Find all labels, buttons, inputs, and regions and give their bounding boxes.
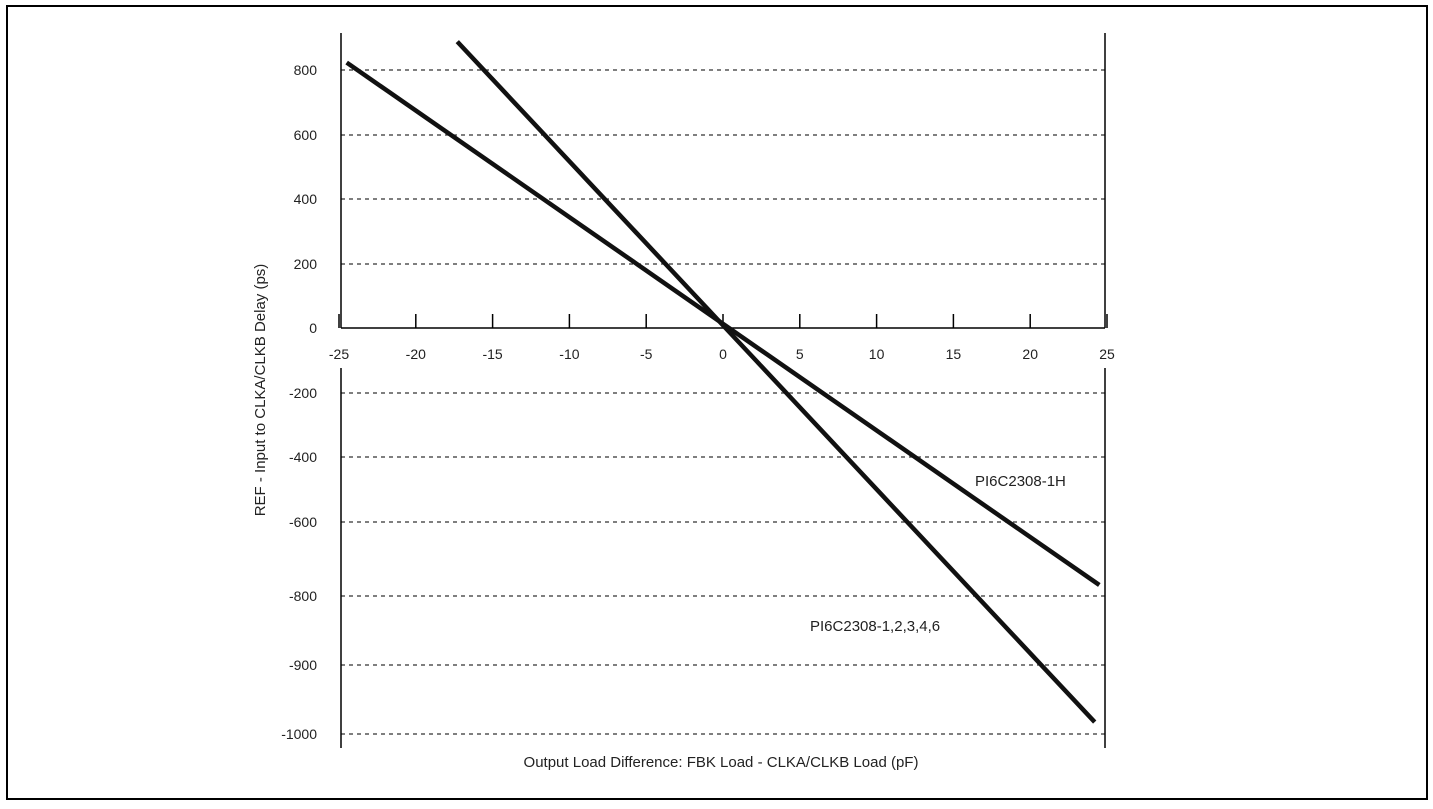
x-tick-label: 25 [1099, 346, 1115, 362]
series-line-2 [455, 40, 1097, 724]
x-tick-label: 5 [796, 346, 804, 362]
y-tick-label: 800 [294, 62, 318, 78]
outer-border [6, 5, 1428, 800]
x-tick-label: 0 [719, 346, 727, 362]
series-label-1: PI6C2308-1H [975, 473, 1066, 490]
x-tick-label: -20 [406, 346, 426, 362]
series-layer [345, 40, 1101, 724]
y-tick-label: 0 [309, 320, 317, 336]
x-tick-label: -15 [482, 346, 502, 362]
x-tick-label: 10 [869, 346, 885, 362]
y-tick-label: -1000 [281, 726, 317, 742]
y-tick-label: 200 [294, 256, 318, 272]
x-axis-title: Output Load Difference: FBK Load - CLKA/… [524, 754, 919, 771]
y-tick-label: -900 [289, 657, 317, 673]
x-tick-label: 15 [946, 346, 962, 362]
x-tick-label: -10 [559, 346, 579, 362]
axis-layer [338, 33, 1108, 748]
y-axis-title: REF - Input to CLKA/CLKB Delay (ps) [252, 264, 269, 517]
x-tick-label: -25 [329, 346, 349, 362]
y-tick-label: -400 [289, 449, 317, 465]
x-tick-label: -5 [640, 346, 653, 362]
label-layer: 8006004002000-200-400-600-800-900-1000-2… [281, 62, 1115, 742]
y-tick-label: -800 [289, 588, 317, 604]
y-tick-label: 600 [294, 127, 318, 143]
series-label-2: PI6C2308-1,2,3,4,6 [810, 618, 940, 635]
y-tick-label: -200 [289, 385, 317, 401]
y-tick-label: -600 [289, 514, 317, 530]
y-tick-label: 400 [294, 191, 318, 207]
grid-layer [341, 69, 1105, 735]
x-tick-label: 20 [1022, 346, 1038, 362]
